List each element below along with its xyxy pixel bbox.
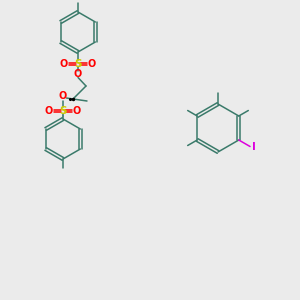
Text: O: O <box>88 59 96 69</box>
Text: S: S <box>59 106 67 116</box>
Text: O: O <box>73 106 81 116</box>
Text: O: O <box>45 106 53 116</box>
Text: O: O <box>74 69 82 79</box>
Text: O: O <box>60 59 68 69</box>
Text: S: S <box>74 59 82 69</box>
Text: I: I <box>252 142 256 152</box>
Text: O: O <box>58 91 67 101</box>
